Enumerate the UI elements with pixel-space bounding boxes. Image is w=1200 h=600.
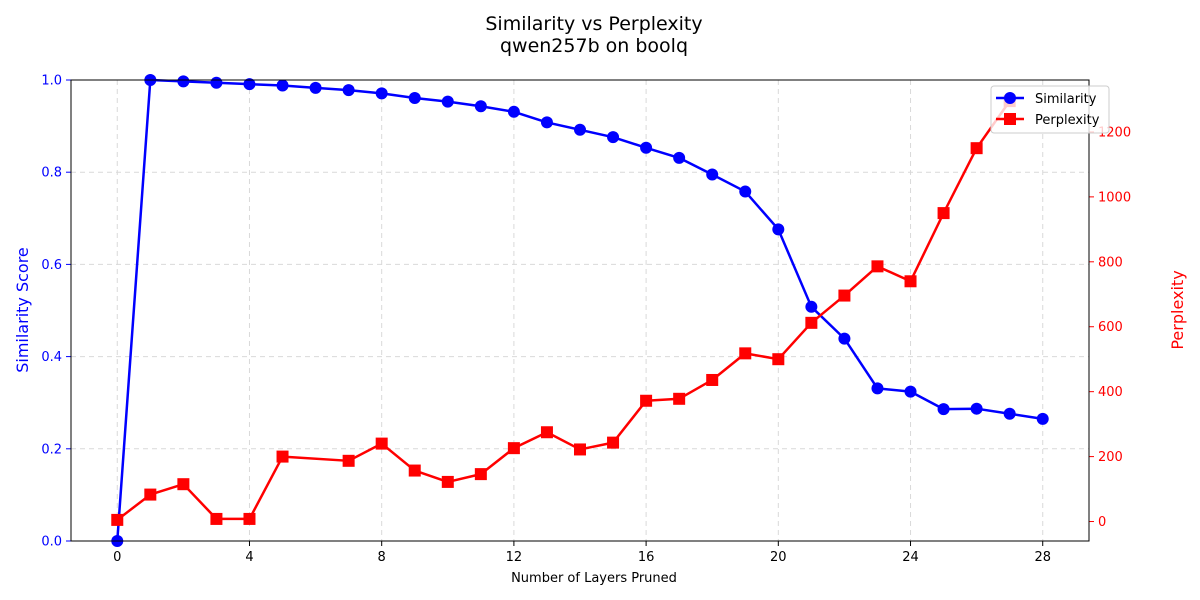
similarity-point — [805, 300, 818, 313]
series-layer — [111, 74, 1049, 547]
legend-similarity-marker — [1004, 92, 1016, 104]
similarity-point — [309, 81, 322, 94]
legend: Similarity Perplexity — [990, 85, 1110, 134]
x-axis: 0 4 8 12 16 20 24 28 — [113, 541, 1051, 565]
similarity-tick-label: 0.8 — [41, 166, 62, 181]
similarity-point — [540, 116, 553, 129]
similarity-point — [739, 185, 752, 198]
similarity-point — [474, 100, 487, 113]
legend-similarity-label: Similarity — [1035, 92, 1097, 107]
similarity-point — [838, 332, 851, 345]
plot-frame — [70, 79, 1090, 542]
x-tick-label: 24 — [902, 550, 919, 565]
perplexity-point — [474, 468, 487, 481]
similarity-point — [441, 95, 454, 108]
similarity-point — [375, 87, 388, 100]
x-axis-label: Number of Layers Pruned — [511, 571, 677, 586]
perplexity-tick-label: 400 — [1098, 385, 1123, 400]
perplexity-point — [507, 442, 520, 455]
chart-title: Similarity vs Perplexity — [485, 13, 702, 35]
perplexity-point — [871, 260, 884, 273]
grid-lines — [71, 79, 1089, 542]
perplexity-point — [970, 142, 983, 155]
similarity-point — [574, 123, 586, 136]
x-tick-label: 28 — [1034, 550, 1051, 565]
chart-subtitle: qwen257b on boolq — [500, 35, 688, 57]
perplexity-point — [111, 513, 124, 526]
similarity-point — [871, 382, 884, 395]
perplexity-tick-label: 0 — [1098, 515, 1106, 530]
similarity-point — [276, 79, 289, 92]
perplexity-tick-label: 800 — [1098, 255, 1123, 270]
similarity-point — [904, 385, 917, 398]
similarity-point — [243, 78, 256, 91]
similarity-point — [937, 403, 950, 416]
similarity-point — [640, 141, 653, 154]
similarity-tick-label: 1.0 — [41, 74, 62, 89]
perplexity-point — [144, 488, 157, 501]
perplexity-point — [937, 207, 950, 220]
similarity-tick-label: 0.4 — [41, 350, 62, 365]
perplexity-point — [574, 443, 586, 456]
perplexity-point — [408, 464, 421, 477]
similarity-point — [970, 402, 983, 415]
perplexity-axis-label: Perplexity — [1168, 270, 1187, 349]
perplexity-point — [243, 512, 256, 525]
perplexity-point — [772, 353, 785, 366]
perplexity-point — [673, 392, 686, 405]
similarity-point — [772, 223, 785, 236]
legend-perplexity-label: Perplexity — [1035, 113, 1100, 128]
x-tick-label: 20 — [770, 550, 787, 565]
perplexity-tick-label: 200 — [1098, 450, 1123, 465]
perplexity-point — [904, 275, 917, 288]
perplexity-line — [116, 100, 1011, 521]
similarity-axis-label: Similarity Score — [13, 247, 32, 373]
legend-perplexity-marker — [1004, 113, 1016, 125]
similarity-point — [507, 105, 520, 118]
similarity-point — [706, 168, 719, 181]
similarity-point — [408, 91, 421, 104]
perplexity-point — [706, 373, 719, 386]
similarity-point — [607, 131, 620, 144]
perplexity-point — [640, 394, 653, 407]
similarity-tick-label: 0.0 — [41, 535, 62, 550]
similarity-point — [1036, 412, 1049, 425]
x-tick-label: 4 — [245, 550, 253, 565]
similarity-point — [1003, 407, 1016, 420]
similarity-tick-label: 0.6 — [41, 258, 62, 273]
x-tick-label: 16 — [638, 550, 655, 565]
perplexity-tick-label: 600 — [1098, 320, 1123, 335]
similarity-axis: 0.0 0.2 0.4 0.6 0.8 1.0 — [41, 74, 71, 550]
x-tick-label: 8 — [378, 550, 386, 565]
perplexity-point — [805, 316, 818, 329]
perplexity-point — [177, 478, 190, 491]
perplexity-point — [441, 475, 454, 488]
perplexity-point — [375, 437, 388, 450]
perplexity-point — [210, 512, 223, 525]
perplexity-point — [342, 454, 355, 467]
similarity-line — [116, 78, 1043, 542]
x-tick-label: 12 — [506, 550, 523, 565]
similarity-point — [673, 151, 686, 164]
perplexity-point — [838, 289, 851, 302]
similarity-point — [342, 84, 355, 97]
perplexity-point — [276, 450, 289, 463]
x-tick-label: 0 — [113, 550, 121, 565]
similarity-point — [177, 75, 190, 88]
perplexity-point — [540, 426, 553, 439]
perplexity-tick-label: 1000 — [1098, 190, 1131, 205]
perplexity-point — [607, 436, 620, 449]
similarity-tick-label: 0.2 — [41, 442, 62, 457]
similarity-point — [210, 76, 223, 89]
perplexity-point — [739, 347, 752, 360]
